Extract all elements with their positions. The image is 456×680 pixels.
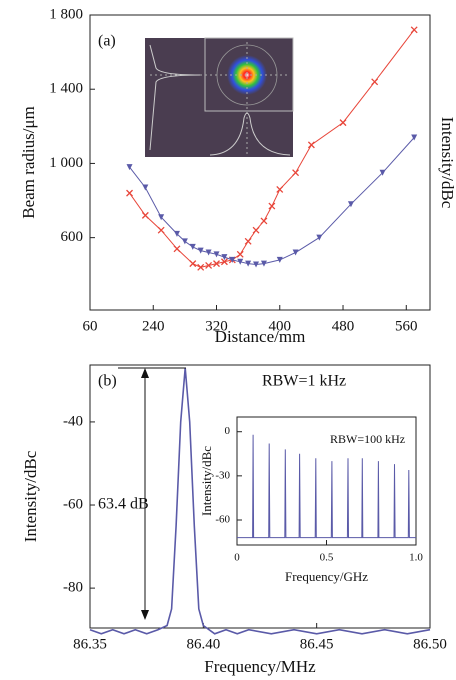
y-tick-label: 1 800 [49,6,83,22]
marker [197,247,204,254]
marker [371,78,379,86]
x-axis-label: Distance/mm [215,327,306,346]
marker [173,245,181,253]
marker [316,234,323,241]
y-tick-label: -40 [63,413,83,429]
marker [189,260,197,268]
marker [181,238,188,245]
y2-axis-label: Intensity/dBc [438,117,456,209]
marker [229,256,236,263]
marker [268,202,276,210]
marker [245,260,252,267]
marker [260,217,268,225]
marker [292,169,300,177]
marker [379,169,386,176]
x-tick-label: 60 [83,318,98,334]
marker [158,214,165,221]
y-tick-label: 0 [225,425,231,437]
plot-frame [89,364,431,629]
y-tick-label: 600 [61,229,84,245]
y-tick-label: -30 [215,469,230,481]
annotation: RBW=100 kHz [330,432,405,446]
inset-background [237,417,416,545]
y-axis-label: Beam radius/μm [19,106,38,219]
marker [244,237,252,245]
marker [157,226,165,234]
marker [197,263,205,271]
marker [339,119,347,127]
x-tick-label: 86.45 [300,636,334,652]
marker [252,226,260,234]
y-tick-label: -80 [63,580,83,596]
data-line [237,434,416,539]
marker [213,260,220,268]
x-tick-label: 86.50 [413,636,447,652]
arrow-head [141,610,149,620]
marker [253,261,260,268]
arrow-head [141,368,149,378]
y-tick-label: -60 [63,496,83,512]
marker [410,26,418,34]
x-axis-label: Frequency/GHz [285,569,368,584]
marker [411,134,418,141]
x-tick-label: 1.0 [409,552,423,564]
x-tick-label: 240 [142,318,165,334]
marker [126,164,133,171]
x-tick-label: 560 [395,318,418,334]
x-tick-label: 320 [205,318,228,334]
marker [237,258,244,265]
x-tick-label: 0.5 [320,552,334,564]
y-axis-label: Intensity/dBc [21,450,40,542]
marker [276,256,283,263]
annotation: (b) [98,373,117,390]
annotation: (a) [98,33,116,50]
marker [220,258,228,266]
x-tick-label: 0 [234,552,240,564]
annotation: RBW=1 kHz [262,373,346,390]
marker [347,201,354,208]
marker [221,254,228,261]
annotation: 63.4 dB [98,496,149,513]
marker [260,260,267,267]
beam-image [145,37,294,157]
y-axis-label: Intensity/dBc [199,446,214,516]
y-tick-label: -60 [215,514,230,526]
marker [205,249,212,256]
marker [307,141,315,149]
marker [292,249,299,256]
marker [141,211,149,219]
y-tick-label: 1 000 [49,155,83,171]
x-tick-label: 400 [269,318,292,334]
x-tick-label: 86.40 [186,636,220,652]
marker [189,243,196,250]
marker [236,250,244,258]
plot-frame [89,14,431,311]
marker [173,230,180,237]
y-tick-label: 1 400 [49,81,83,97]
x-tick-label: 86.35 [73,636,107,652]
marker [276,185,284,193]
marker [205,262,213,269]
data-line [89,367,431,635]
marker [213,251,220,258]
marker [142,184,149,191]
marker [126,189,133,197]
x-axis-label: Frequency/MHz [204,657,316,676]
x-tick-label: 480 [332,318,355,334]
